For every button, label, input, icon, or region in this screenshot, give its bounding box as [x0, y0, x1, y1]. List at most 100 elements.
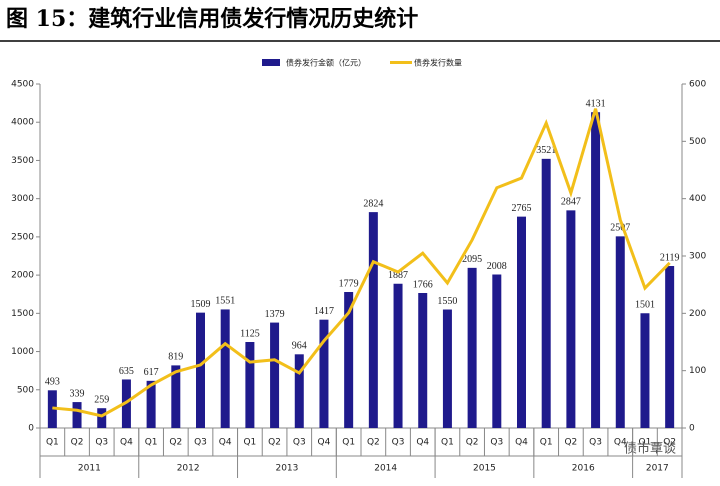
y2-tick-label: 600 [689, 80, 706, 90]
bar [97, 408, 107, 428]
y-tick-label: 2000 [11, 271, 34, 281]
bar [146, 380, 156, 428]
legend-label: 债券发行金额（亿元） [286, 58, 366, 68]
value-label: 493 [45, 377, 60, 388]
x-tick-label: Q4 [318, 438, 331, 448]
x-tick-label: Q1 [243, 438, 256, 448]
x-tick-label: Q2 [71, 438, 84, 448]
y-tick-label: 500 [17, 385, 34, 395]
value-label: 1417 [314, 306, 334, 317]
bar [245, 342, 255, 428]
x-tick-label: Q1 [145, 438, 158, 448]
y2-tick-label: 300 [689, 252, 706, 262]
bar [541, 158, 551, 428]
bar [517, 216, 526, 428]
x-tick-label: Q4 [515, 438, 528, 448]
y-tick-label: 0 [28, 424, 34, 434]
bar [72, 402, 82, 428]
x-tick-label: Q4 [120, 438, 133, 448]
y-tick-label: 4500 [11, 80, 34, 90]
value-label: 1887 [388, 270, 408, 281]
bar [319, 319, 329, 428]
x-tick-label: Q2 [663, 438, 676, 448]
y-tick-label: 1000 [11, 347, 34, 357]
value-label: 617 [144, 367, 159, 378]
x-tick-label: Q4 [614, 438, 627, 448]
value-label: 1550 [437, 296, 457, 307]
x-tick-label: Q3 [293, 438, 306, 448]
y-tick-label: 3000 [11, 194, 34, 204]
legend-swatch [262, 59, 280, 66]
x-tick-label: Q2 [268, 438, 281, 448]
bar [418, 292, 428, 428]
bar [196, 312, 205, 428]
x-tick-label: Q4 [219, 438, 232, 448]
bar [492, 274, 502, 428]
x-group-label: 2017 [646, 464, 669, 474]
y2-tick-label: 100 [689, 366, 706, 376]
x-tick-label: Q2 [466, 438, 479, 448]
bar [442, 309, 452, 428]
bar [344, 292, 354, 428]
x-tick-label: Q3 [589, 438, 602, 448]
x-tick-label: Q1 [441, 438, 454, 448]
x-tick-label: Q1 [540, 438, 553, 448]
chart-title: 图 15：建筑行业信用债发行情况历史统计 [6, 6, 418, 32]
y2-tick-label: 400 [689, 194, 706, 204]
bar [591, 112, 601, 428]
y2-tick-label: 500 [689, 137, 706, 147]
x-tick-label: Q4 [416, 438, 429, 448]
x-tick-label: Q3 [490, 438, 503, 448]
bar [220, 309, 230, 428]
value-label: 2765 [512, 203, 532, 214]
x-tick-label: Q2 [367, 438, 380, 448]
y-tick-label: 3500 [11, 156, 34, 166]
bar [615, 236, 625, 428]
x-tick-label: Q1 [46, 438, 59, 448]
x-tick-label: Q1 [342, 438, 355, 448]
value-label: 1779 [339, 278, 359, 289]
x-tick-label: Q1 [639, 438, 652, 448]
x-tick-label: Q2 [564, 438, 577, 448]
value-label: 2095 [462, 254, 482, 265]
x-group-label: 2015 [473, 464, 496, 474]
x-group-label: 2014 [374, 464, 397, 474]
bar [665, 266, 675, 428]
x-group-label: 2012 [177, 464, 200, 474]
bar [640, 313, 650, 428]
x-group-label: 2013 [275, 464, 298, 474]
bar [171, 365, 181, 428]
value-label: 4131 [586, 99, 606, 110]
value-label: 1509 [191, 299, 211, 310]
value-label: 964 [292, 341, 307, 352]
bar [393, 283, 403, 428]
x-tick-label: Q2 [169, 438, 182, 448]
x-tick-label: Q3 [194, 438, 207, 448]
value-label: 1379 [265, 309, 285, 320]
x-group-label: 2011 [78, 464, 101, 474]
value-label: 1551 [215, 296, 235, 307]
value-label: 635 [119, 366, 134, 377]
bar [270, 322, 280, 428]
bar [566, 210, 576, 428]
x-group-label: 2016 [572, 464, 595, 474]
watermark: 债市覃谈 [624, 441, 676, 457]
value-label: 2008 [487, 261, 507, 272]
value-label: 1501 [635, 300, 655, 311]
value-label: 339 [70, 388, 85, 399]
bar [467, 267, 477, 428]
y2-tick-label: 0 [689, 424, 695, 434]
y2-tick-label: 200 [689, 309, 706, 319]
value-label: 3521 [536, 145, 556, 156]
value-label: 1766 [413, 279, 433, 290]
value-label: 2507 [610, 223, 630, 234]
x-tick-label: Q3 [392, 438, 405, 448]
value-label: 2847 [561, 197, 581, 208]
line-series [52, 108, 671, 418]
bar [294, 354, 304, 428]
value-label: 259 [94, 394, 109, 405]
x-tick-label: Q3 [95, 438, 108, 448]
value-label: 2119 [660, 252, 680, 263]
value-label: 1125 [240, 328, 260, 339]
